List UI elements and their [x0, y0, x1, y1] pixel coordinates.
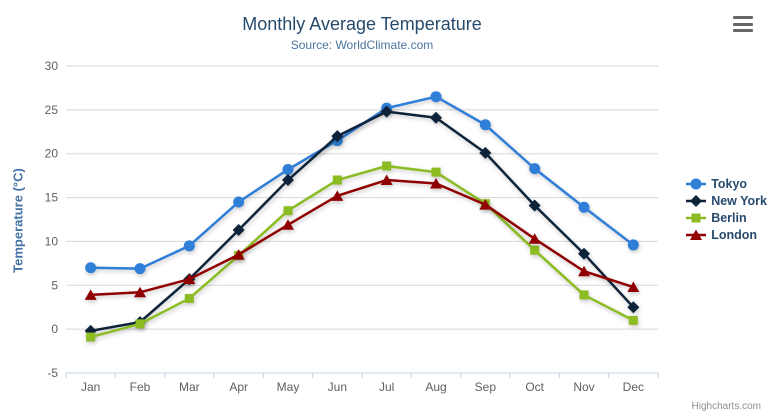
chart-subtitle: Source: WorldClimate.com [290, 38, 434, 52]
data-point[interactable] [134, 263, 146, 275]
data-point[interactable] [282, 174, 294, 187]
legend-label: London [711, 228, 758, 242]
data-point[interactable] [183, 273, 196, 285]
legend-label: Tokyo [711, 177, 748, 191]
data-point[interactable] [479, 199, 492, 210]
data-point[interactable] [380, 105, 393, 118]
circle-legend-icon [686, 178, 707, 190]
data-point[interactable] [529, 163, 541, 175]
data-point[interactable] [283, 206, 293, 216]
data-point[interactable] [282, 164, 294, 176]
series-line [90, 110, 635, 333]
data-point[interactable] [479, 119, 491, 131]
data-point[interactable] [430, 91, 442, 103]
xaxis-label: Oct [525, 380, 544, 394]
yaxis-label: 30 [45, 59, 59, 73]
xaxis-label: Mar [179, 380, 200, 394]
data-point[interactable] [627, 301, 640, 314]
legend-item-tokyo[interactable]: Tokyo [686, 177, 767, 191]
hamburger-bar [733, 29, 753, 32]
xaxis-label: Dec [623, 380, 644, 394]
legend-label: New York [711, 194, 767, 208]
data-point[interactable] [380, 174, 393, 186]
hamburger-bar [733, 22, 753, 26]
xaxis-label: Feb [130, 380, 151, 394]
hamburger-icon[interactable] [732, 15, 754, 33]
data-point[interactable] [85, 262, 97, 274]
data-point[interactable] [690, 178, 702, 190]
yaxis-label: 0 [51, 322, 58, 336]
data-point[interactable] [627, 239, 639, 251]
series-new-york[interactable] [84, 105, 640, 337]
legend: Tokyo New York Berlin London [686, 177, 767, 242]
data-point[interactable] [530, 245, 540, 255]
series-london[interactable] [84, 174, 640, 300]
legend-item-london[interactable]: London [686, 228, 767, 242]
xaxis-label: Jan [81, 380, 100, 394]
yaxis-label: 10 [45, 234, 59, 248]
yaxis-label: 5 [51, 278, 58, 292]
xaxis-label: Sep [475, 380, 497, 394]
data-point[interactable] [431, 167, 441, 177]
data-point[interactable] [690, 229, 703, 241]
yaxis-label: 20 [45, 147, 59, 161]
xaxis-label: Nov [573, 380, 594, 394]
data-point[interactable] [84, 289, 97, 300]
legend-item-new-york[interactable]: New York [686, 194, 767, 208]
square-legend-icon [686, 213, 707, 223]
data-point[interactable] [382, 161, 392, 171]
data-point[interactable] [479, 146, 492, 159]
series-line [90, 95, 635, 270]
series-tokyo[interactable] [85, 91, 639, 275]
yaxis-label: 15 [45, 191, 59, 205]
data-point[interactable] [627, 281, 640, 293]
xaxis-label: Jun [328, 380, 347, 394]
data-point[interactable] [628, 315, 638, 325]
series-line [90, 178, 634, 297]
data-point[interactable] [430, 178, 442, 189]
data-point[interactable] [232, 249, 245, 260]
data-point[interactable] [578, 265, 590, 277]
credits-link[interactable]: Highcharts.com [691, 401, 761, 412]
data-point[interactable] [578, 201, 590, 213]
data-point[interactable] [135, 319, 145, 329]
data-point[interactable] [86, 332, 96, 342]
data-point[interactable] [134, 286, 146, 298]
series-line [90, 164, 634, 339]
xaxis-label: Apr [229, 380, 248, 394]
legend-item-berlin[interactable]: Berlin [686, 211, 767, 225]
data-point[interactable] [184, 293, 194, 303]
data-point[interactable] [282, 219, 294, 230]
data-point[interactable] [233, 196, 245, 208]
xaxis-label: May [277, 380, 300, 394]
legend-label: Berlin [711, 211, 747, 225]
data-point[interactable] [578, 247, 590, 260]
xaxis-label: Jul [379, 380, 394, 394]
data-point[interactable] [183, 240, 195, 252]
xaxis-label: Aug [425, 380, 446, 394]
data-point[interactable] [528, 233, 541, 244]
data-point[interactable] [331, 190, 344, 201]
data-point[interactable] [331, 130, 344, 143]
data-point[interactable] [232, 224, 245, 237]
hamburger-bar [733, 16, 753, 19]
data-point[interactable] [690, 195, 703, 207]
data-point[interactable] [332, 175, 342, 185]
data-point[interactable] [528, 199, 541, 212]
data-point[interactable] [691, 213, 701, 223]
yaxis-label: 25 [45, 103, 59, 117]
diamond-legend-icon [686, 195, 707, 207]
chart-title: Monthly Average Temperature [242, 14, 482, 34]
triangle-legend-icon [686, 229, 707, 241]
data-point[interactable] [579, 290, 589, 300]
yaxis-label: -5 [47, 366, 58, 380]
data-point[interactable] [430, 111, 442, 124]
